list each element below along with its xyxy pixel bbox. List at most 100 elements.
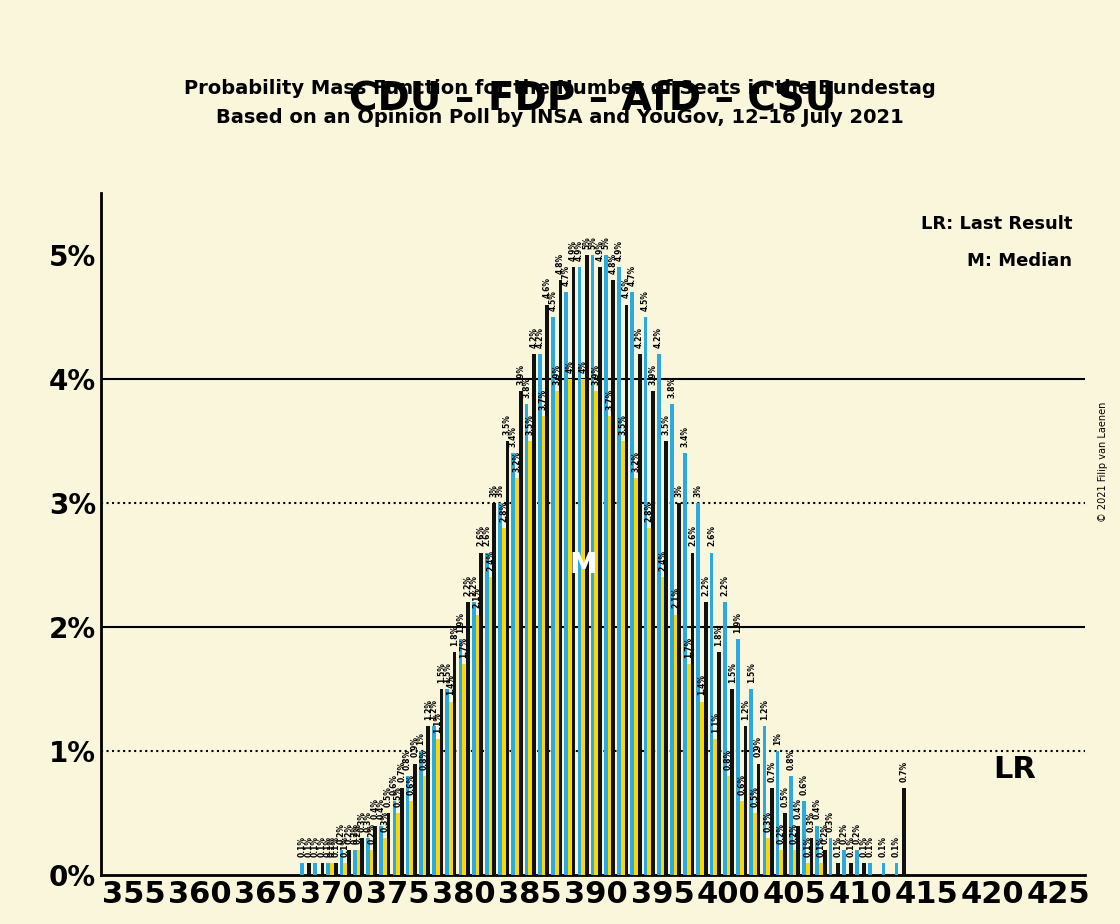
Bar — [532, 354, 535, 875]
Bar — [564, 292, 568, 875]
Bar — [740, 801, 744, 875]
Text: 0.1%: 0.1% — [297, 835, 307, 857]
Text: 0.1%: 0.1% — [332, 835, 340, 857]
Text: 0.2%: 0.2% — [354, 823, 363, 845]
Text: 3.2%: 3.2% — [632, 451, 641, 472]
Text: 1.5%: 1.5% — [747, 662, 756, 683]
Text: 4.7%: 4.7% — [627, 265, 637, 286]
Bar — [413, 763, 417, 875]
Bar — [353, 850, 356, 875]
Title: CDU – FDP – AfD – CSU: CDU – FDP – AfD – CSU — [349, 79, 837, 117]
Text: 3.9%: 3.9% — [591, 364, 600, 385]
Bar — [405, 776, 410, 875]
Text: 3.7%: 3.7% — [605, 389, 614, 410]
Text: 0.1%: 0.1% — [324, 835, 333, 857]
Text: 0.6%: 0.6% — [407, 773, 416, 795]
Text: Based on an Opinion Poll by INSA and YouGov, 12–16 July 2021: Based on an Opinion Poll by INSA and You… — [216, 108, 904, 128]
Bar — [625, 305, 628, 875]
Text: 3%: 3% — [674, 484, 684, 497]
Bar — [458, 639, 463, 875]
Text: 3.9%: 3.9% — [648, 364, 657, 385]
Text: 1%: 1% — [417, 732, 426, 745]
Text: 0.4%: 0.4% — [794, 798, 803, 820]
Text: LR: LR — [992, 755, 1036, 784]
Text: 0.2%: 0.2% — [345, 823, 354, 845]
Bar — [766, 838, 769, 875]
Bar — [644, 317, 647, 875]
Text: 0.7%: 0.7% — [398, 761, 407, 782]
Bar — [634, 479, 637, 875]
Bar — [545, 305, 549, 875]
Bar — [380, 825, 383, 875]
Bar — [881, 863, 885, 875]
Bar — [802, 801, 806, 875]
Text: 2.1%: 2.1% — [473, 588, 482, 609]
Bar — [554, 392, 559, 875]
Text: M: M — [569, 551, 597, 579]
Bar — [617, 267, 620, 875]
Text: 0.8%: 0.8% — [724, 748, 732, 770]
Bar — [502, 528, 505, 875]
Text: 0.1%: 0.1% — [816, 835, 825, 857]
Bar — [559, 280, 562, 875]
Bar — [505, 441, 510, 875]
Bar — [806, 863, 810, 875]
Text: 1.5%: 1.5% — [437, 662, 446, 683]
Bar — [678, 503, 681, 875]
Bar — [307, 863, 311, 875]
Text: © 2021 Filip van Laenen: © 2021 Filip van Laenen — [1099, 402, 1108, 522]
Text: 1.2%: 1.2% — [740, 699, 750, 720]
Bar — [439, 689, 444, 875]
Text: 3.4%: 3.4% — [681, 426, 690, 447]
Bar — [836, 863, 840, 875]
Bar — [326, 863, 330, 875]
Text: 0.8%: 0.8% — [403, 748, 412, 770]
Bar — [373, 825, 377, 875]
Text: 2.2%: 2.2% — [464, 575, 473, 596]
Text: 2.4%: 2.4% — [657, 551, 666, 571]
Text: 0.2%: 0.2% — [852, 823, 861, 845]
Bar — [862, 863, 866, 875]
Bar — [314, 863, 317, 875]
Text: 3.7%: 3.7% — [539, 389, 548, 410]
Bar — [710, 553, 713, 875]
Text: 1.5%: 1.5% — [442, 662, 451, 683]
Text: 0.4%: 0.4% — [813, 798, 822, 820]
Bar — [386, 813, 391, 875]
Text: 1.4%: 1.4% — [447, 675, 456, 695]
Bar — [670, 404, 674, 875]
Text: 0.3%: 0.3% — [764, 810, 773, 832]
Text: 0.3%: 0.3% — [357, 810, 366, 832]
Bar — [793, 850, 796, 875]
Bar — [446, 689, 449, 875]
Bar — [512, 454, 515, 875]
Bar — [664, 441, 668, 875]
Text: 3.5%: 3.5% — [618, 414, 627, 435]
Text: 0.2%: 0.2% — [367, 823, 376, 845]
Bar — [895, 863, 898, 875]
Text: 1.1%: 1.1% — [711, 711, 720, 733]
Bar — [524, 404, 529, 875]
Text: 4.9%: 4.9% — [596, 240, 605, 261]
Bar — [383, 838, 386, 875]
Text: M: Median: M: Median — [967, 252, 1072, 270]
Bar — [356, 850, 361, 875]
Text: 0.1%: 0.1% — [310, 835, 319, 857]
Bar — [819, 863, 823, 875]
Bar — [366, 838, 370, 875]
Bar — [422, 776, 427, 875]
Text: 0.6%: 0.6% — [737, 773, 746, 795]
Text: 1.7%: 1.7% — [684, 637, 693, 658]
Text: 0.1%: 0.1% — [833, 835, 842, 857]
Text: 0.1%: 0.1% — [305, 835, 314, 857]
Bar — [842, 850, 846, 875]
Text: 0.7%: 0.7% — [767, 761, 776, 782]
Bar — [578, 267, 581, 875]
Text: 0.5%: 0.5% — [384, 786, 393, 807]
Bar — [722, 602, 727, 875]
Bar — [749, 689, 753, 875]
Text: 4.7%: 4.7% — [561, 265, 571, 286]
Text: 1.2%: 1.2% — [759, 699, 769, 720]
Text: 0.1%: 0.1% — [860, 835, 869, 857]
Text: 1.1%: 1.1% — [433, 711, 442, 733]
